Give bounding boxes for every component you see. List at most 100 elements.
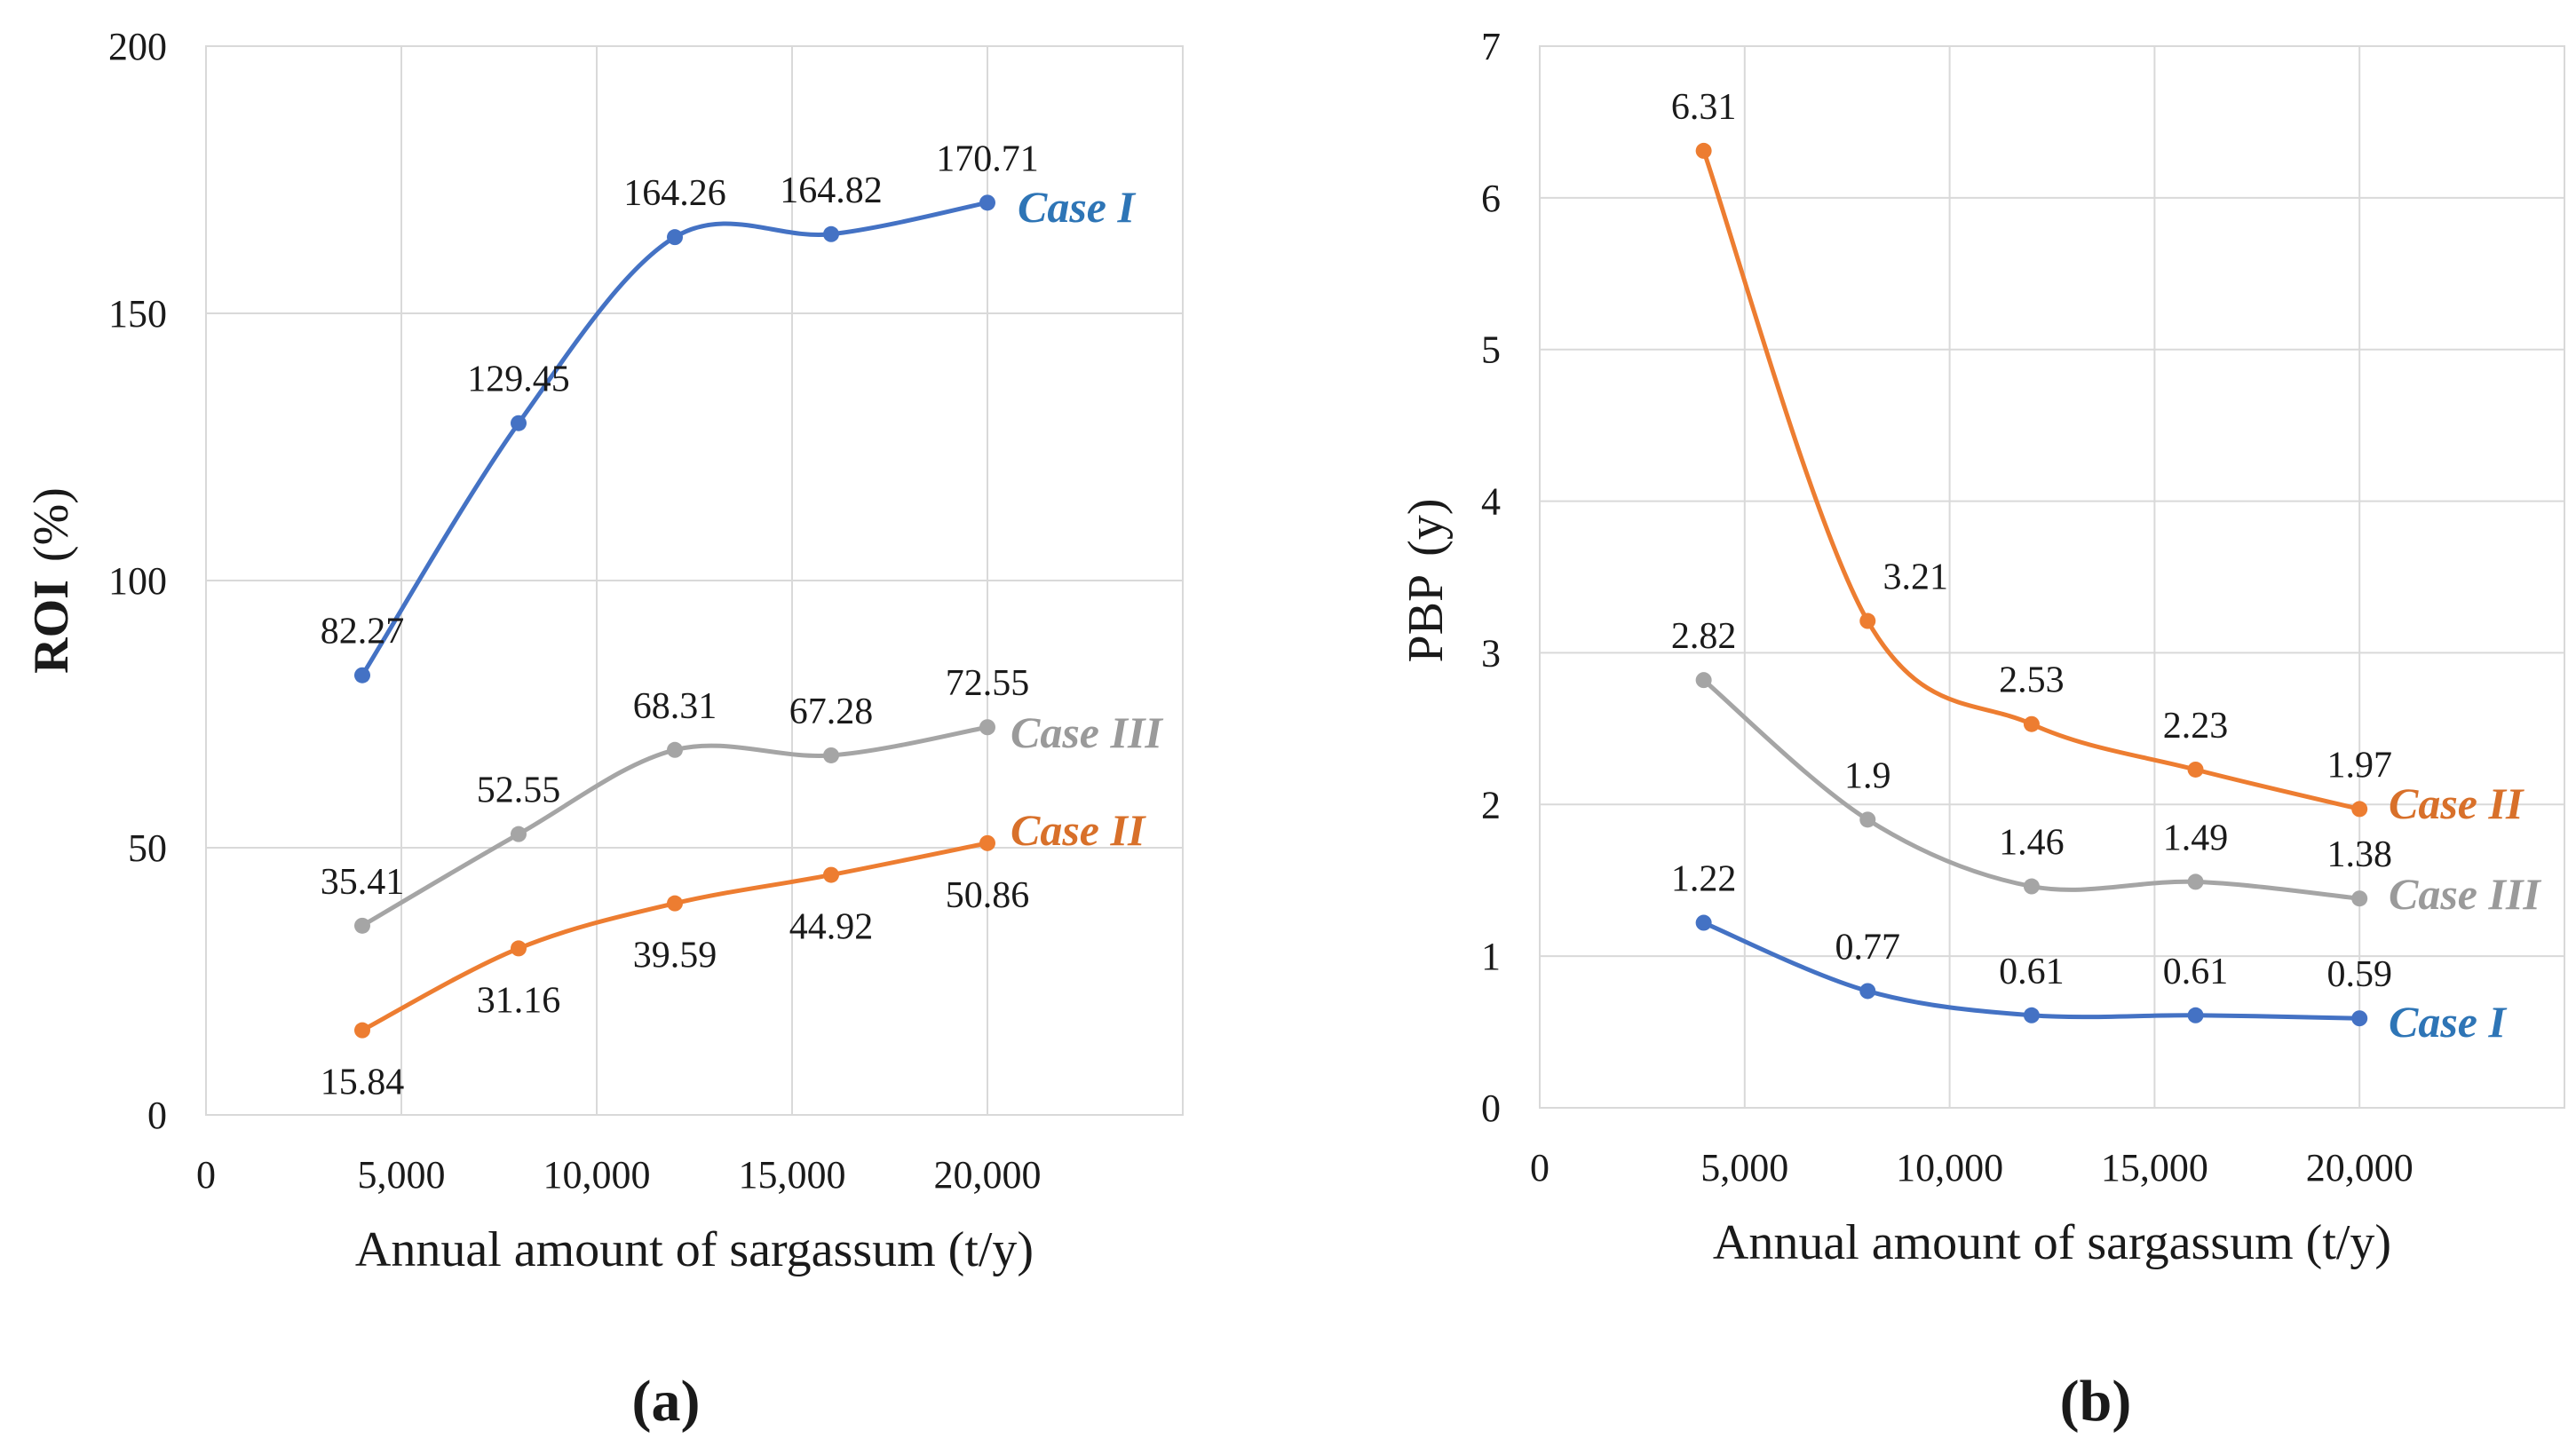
data-point-case-iii bbox=[2023, 878, 2040, 895]
data-label-case-iii: 2.82 bbox=[1671, 616, 1737, 657]
data-label-case-i: 0.77 bbox=[1835, 927, 1901, 968]
y-tick-label: 1 bbox=[1481, 935, 1501, 978]
data-point-case-iii bbox=[511, 826, 527, 842]
data-label-case-i: 164.26 bbox=[623, 173, 726, 214]
data-point-case-i bbox=[979, 194, 995, 211]
data-label-case-iii: 67.28 bbox=[789, 691, 874, 732]
data-point-case-ii bbox=[979, 834, 995, 851]
data-point-case-i bbox=[354, 667, 370, 684]
y-tick-label: 5 bbox=[1481, 328, 1501, 372]
data-point-case-i bbox=[2351, 1010, 2368, 1027]
series-line-case-iii bbox=[1702, 678, 2360, 901]
data-label-case-ii: 44.92 bbox=[789, 907, 874, 948]
x-axis-title: Annual amount of sargassum (t/y) bbox=[355, 1222, 1034, 1277]
data-label-case-i: 170.71 bbox=[936, 138, 1039, 179]
data-label-case-iii: 1.46 bbox=[1999, 823, 2065, 864]
data-point-case-ii bbox=[1695, 142, 1712, 159]
y-tick-label: 50 bbox=[128, 826, 167, 870]
y-tick-label: 100 bbox=[108, 559, 167, 603]
x-tick-label: 20,000 bbox=[934, 1153, 1042, 1197]
x-tick-label: 0 bbox=[196, 1153, 216, 1197]
y-axis-title-main: PBP bbox=[1399, 574, 1454, 663]
series-name-case-i: Case I bbox=[2389, 997, 2508, 1047]
y-tick-label: 0 bbox=[147, 1094, 167, 1137]
data-point-case-iii bbox=[1859, 811, 1876, 828]
x-tick-label: 15,000 bbox=[739, 1153, 846, 1197]
data-label-case-ii: 2.53 bbox=[1999, 660, 2065, 701]
y-tick-label: 7 bbox=[1481, 25, 1501, 68]
data-label-case-iii: 52.55 bbox=[477, 770, 561, 811]
data-point-case-ii bbox=[2187, 761, 2204, 778]
y-axis-title: PBP (y) bbox=[1399, 499, 1454, 663]
y-tick-label: 0 bbox=[1481, 1087, 1501, 1130]
x-tick-label: 5,000 bbox=[358, 1153, 446, 1197]
data-label-case-i: 0.61 bbox=[2163, 952, 2229, 992]
data-point-case-i bbox=[667, 229, 683, 246]
data-label-case-iii: 1.38 bbox=[2326, 834, 2392, 875]
data-label-case-ii: 50.86 bbox=[946, 875, 1030, 916]
data-point-case-i bbox=[511, 415, 527, 431]
data-point-case-iii bbox=[354, 917, 370, 934]
y-tick-label: 2 bbox=[1481, 783, 1501, 826]
pbp-chart: 0 1 2 3 4 5 6 7 0 5,000 10,000 15,000 20,000 Annual a… bbox=[1399, 25, 2565, 1434]
data-label-case-iii: 35.41 bbox=[321, 862, 405, 903]
x-tick-label: 0 bbox=[1530, 1146, 1550, 1189]
y-tick-label: 4 bbox=[1481, 480, 1501, 524]
data-point-case-iii bbox=[823, 747, 839, 763]
series-name-case-iii: Case III bbox=[2389, 869, 2541, 919]
data-label-case-ii: 39.59 bbox=[633, 936, 717, 976]
series-name-case-ii: Case II bbox=[1011, 805, 1146, 855]
data-point-case-ii bbox=[1859, 612, 1876, 629]
data-point-case-ii bbox=[2351, 801, 2368, 818]
data-point-case-i bbox=[2023, 1007, 2040, 1023]
data-label-case-ii: 2.23 bbox=[2163, 706, 2229, 747]
y-tick-label: 150 bbox=[108, 292, 167, 336]
data-label-case-iii: 68.31 bbox=[633, 686, 717, 727]
x-tick-label: 20,000 bbox=[2306, 1146, 2414, 1189]
y-axis-title-unit: (%) bbox=[24, 487, 79, 562]
data-point-case-iii bbox=[1695, 672, 1712, 689]
data-label-case-i: 0.61 bbox=[1999, 952, 2065, 992]
data-point-case-i bbox=[1695, 914, 1712, 931]
series-name-case-ii: Case II bbox=[2389, 778, 2524, 828]
y-tick-label: 200 bbox=[108, 25, 167, 68]
panel-label: (a) bbox=[632, 1369, 701, 1434]
data-label-case-iii: 1.49 bbox=[2163, 818, 2229, 858]
series-name-case-iii: Case III bbox=[1011, 707, 1163, 757]
data-point-case-iii bbox=[667, 741, 683, 758]
series-line-case-i bbox=[360, 200, 988, 677]
data-label-case-i: 164.82 bbox=[780, 170, 883, 211]
data-point-case-ii bbox=[354, 1022, 370, 1039]
y-tick-label: 6 bbox=[1481, 177, 1501, 220]
x-tick-label: 10,000 bbox=[1896, 1146, 2003, 1189]
data-label-case-i: 1.22 bbox=[1671, 859, 1737, 900]
data-point-case-i bbox=[1859, 983, 1876, 1000]
data-label-case-ii: 31.16 bbox=[477, 980, 561, 1021]
data-label-case-ii: 1.97 bbox=[2326, 745, 2392, 786]
data-point-case-i bbox=[823, 225, 839, 242]
data-point-case-ii bbox=[667, 895, 683, 912]
data-label-case-ii: 6.31 bbox=[1671, 87, 1737, 128]
plot-area bbox=[1539, 45, 2565, 1109]
x-tick-label: 10,000 bbox=[543, 1153, 651, 1197]
data-label-case-iii: 1.9 bbox=[1844, 755, 1891, 796]
roi-chart: 0 50 100 150 200 0 5,000 10,000 15,000 20,000 Annu… bbox=[24, 25, 1184, 1434]
data-label-case-ii: 3.21 bbox=[1883, 557, 1949, 598]
series-line-case-ii bbox=[1701, 150, 2360, 811]
y-tick-label: 3 bbox=[1481, 631, 1501, 675]
data-point-case-iii bbox=[979, 719, 995, 736]
y-axis-title: ROI (%) bbox=[24, 487, 79, 674]
data-label-case-iii: 72.55 bbox=[946, 663, 1030, 704]
x-tick-label: 15,000 bbox=[2101, 1146, 2208, 1189]
data-point-case-ii bbox=[823, 866, 839, 883]
data-label-case-i: 129.45 bbox=[467, 360, 570, 400]
y-axis-title-main: ROI bbox=[24, 580, 79, 674]
x-tick-label: 5,000 bbox=[1700, 1146, 1788, 1189]
data-label-case-ii: 15.84 bbox=[321, 1063, 405, 1103]
data-point-case-i bbox=[2187, 1007, 2204, 1023]
panel-label: (b) bbox=[2060, 1369, 2132, 1434]
series-name-case-i: Case I bbox=[1018, 182, 1137, 232]
data-point-case-iii bbox=[2351, 890, 2368, 907]
data-point-case-ii bbox=[2023, 715, 2040, 732]
